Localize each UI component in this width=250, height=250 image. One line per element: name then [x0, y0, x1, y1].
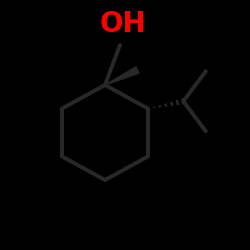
Text: OH: OH: [99, 10, 146, 38]
Polygon shape: [105, 67, 139, 85]
